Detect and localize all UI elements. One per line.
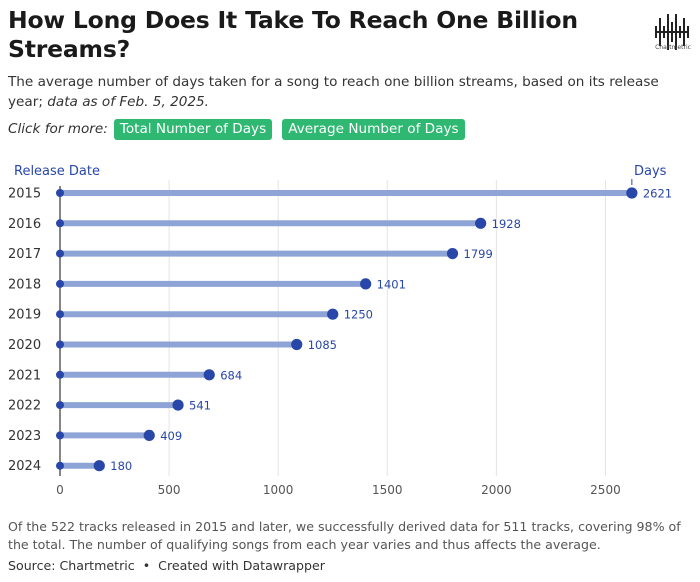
category-label: 2019 xyxy=(8,308,41,323)
row-2022: 2022 541 xyxy=(8,399,211,414)
category-label: 2018 xyxy=(8,277,41,292)
baseline-dot xyxy=(56,189,64,197)
baseline-dot xyxy=(56,401,64,410)
value-dot xyxy=(291,338,303,351)
value-dot xyxy=(203,369,215,381)
value-dot xyxy=(475,217,487,229)
lollipop-chart: Release Date Days 2015 2621 2016 1928 2017 17… xyxy=(8,164,672,497)
average-days-button[interactable]: Average Number of Days xyxy=(282,118,465,140)
data-label: 1085 xyxy=(308,338,337,352)
chart-title: How Long Does It Take To Reach One Billi… xyxy=(8,6,578,63)
source-label: Source: xyxy=(8,558,56,573)
baseline-dot xyxy=(56,461,64,470)
value-dot xyxy=(446,248,459,260)
subtitle-main: The average number of days taken for a s… xyxy=(8,74,659,110)
value-dot xyxy=(327,308,339,320)
baseline-dot xyxy=(56,370,64,379)
row-2018: 2018 1401 xyxy=(8,277,406,292)
x-axis-label: Days xyxy=(634,164,667,179)
category-label: 2021 xyxy=(8,368,41,383)
data-label: 1250 xyxy=(344,308,373,322)
subtitle-date-note: data as of Feb. 5, 2025. xyxy=(47,94,210,110)
baseline-dot xyxy=(56,310,64,319)
source-line: Source: Chartmetric • Created with Dataw… xyxy=(8,558,608,573)
datawrapper-credit[interactable]: Created with Datawrapper xyxy=(158,558,325,573)
value-dot xyxy=(626,187,638,199)
click-for-more-label: Click for more: xyxy=(8,121,108,137)
gridlines xyxy=(59,179,633,476)
row-2020: 2020 1085 xyxy=(8,338,337,353)
baseline-dot xyxy=(56,340,64,349)
baseline-dot xyxy=(56,249,64,258)
row-2016: 2016 1928 xyxy=(8,217,521,232)
value-dot xyxy=(143,429,155,441)
chart-rows: 2015 2621 2016 1928 2017 1799 2018 1401 2019 1250… xyxy=(8,187,672,475)
x-axis-ticks: 0 500 1000 1500 2000 2500 xyxy=(56,483,621,497)
category-label: 2022 xyxy=(8,399,41,414)
category-label: 2023 xyxy=(8,429,41,444)
baseline-dot xyxy=(56,219,64,228)
data-label: 1928 xyxy=(492,217,521,231)
x-tick-label: 2500 xyxy=(590,483,621,497)
click-for-more-row: Click for more: Total Number of Days Ave… xyxy=(8,118,475,140)
category-label: 2015 xyxy=(8,187,41,202)
category-label: 2016 xyxy=(8,217,41,232)
category-label: 2024 xyxy=(8,459,41,474)
baseline-dot xyxy=(56,279,64,288)
row-2015: 2015 2621 xyxy=(8,187,672,202)
x-tick-label: 1500 xyxy=(372,483,403,497)
data-label: 1401 xyxy=(377,277,406,291)
row-2024: 2024 180 xyxy=(8,459,132,474)
row-2021: 2021 684 xyxy=(8,368,242,383)
data-label: 1799 xyxy=(464,247,493,261)
row-2017: 2017 1799 xyxy=(8,247,493,262)
data-label: 409 xyxy=(160,429,182,443)
value-dot xyxy=(93,460,105,472)
x-tick-label: 0 xyxy=(56,483,64,497)
category-label: 2020 xyxy=(8,338,41,353)
data-label: 2621 xyxy=(643,187,672,201)
source-separator: • xyxy=(142,558,151,573)
source-name[interactable]: Chartmetric xyxy=(59,558,135,573)
row-2023: 2023 409 xyxy=(8,429,182,444)
baseline-dot xyxy=(56,431,64,440)
x-tick-label: 1000 xyxy=(263,483,294,497)
chart-subtitle: The average number of days taken for a s… xyxy=(8,72,692,112)
value-dot xyxy=(172,399,184,411)
data-label: 180 xyxy=(110,459,132,473)
x-tick-label: 500 xyxy=(158,483,181,497)
footnote: Of the 522 tracks released in 2015 and l… xyxy=(8,519,681,552)
data-label: 541 xyxy=(189,399,211,413)
category-label: 2017 xyxy=(8,247,41,262)
x-tick-label: 2000 xyxy=(481,483,512,497)
chartmetric-logo xyxy=(655,14,689,50)
row-2019: 2019 1250 xyxy=(8,308,373,323)
y-axis-label: Release Date xyxy=(14,164,100,179)
total-days-button[interactable]: Total Number of Days xyxy=(113,118,273,140)
logo-label: Chartmetric xyxy=(655,44,691,51)
data-label: 684 xyxy=(220,368,242,382)
value-dot xyxy=(360,278,372,290)
